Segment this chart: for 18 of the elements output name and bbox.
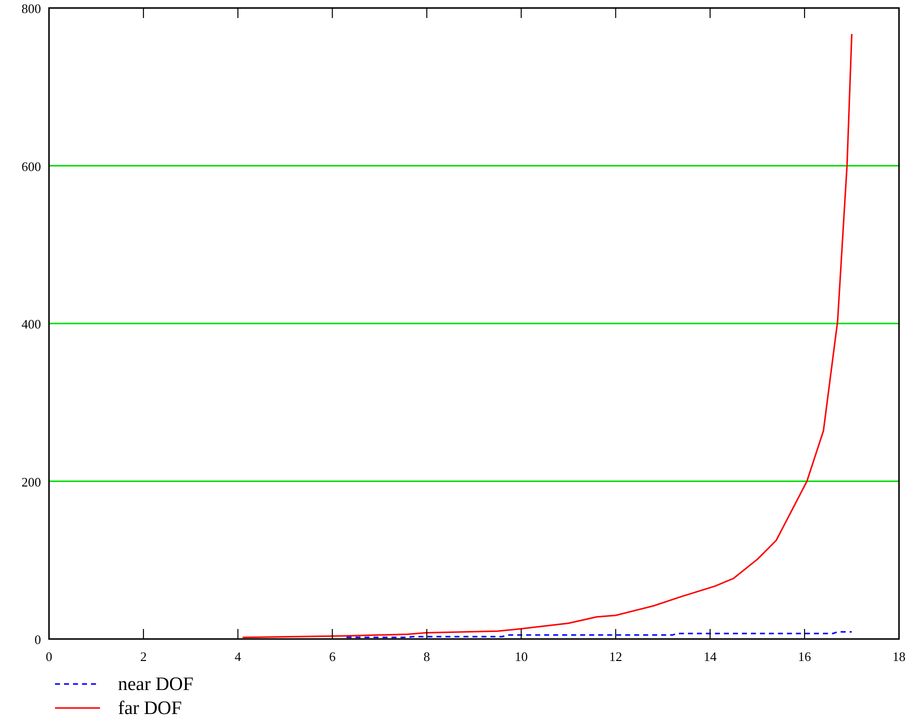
y-tick-label: 0 [34,632,41,647]
x-tick-label: 4 [234,649,242,664]
legend-label: near DOF [118,674,194,695]
x-tick-label: 10 [514,649,528,664]
x-tick-label: 6 [329,649,336,664]
x-tick-label: 14 [704,649,718,664]
y-tick-label: 400 [22,316,41,332]
x-tick-label: 18 [892,649,906,664]
y-tick-label: 200 [22,474,41,490]
x-tick-label: 16 [798,649,812,664]
y-tick-label: 600 [22,158,41,174]
x-tick-label: 2 [140,649,147,664]
x-tick-label: 8 [424,649,430,664]
x-tick-label: 12 [609,649,622,664]
legend-label: far DOF [118,698,182,719]
x-tick-label: 0 [46,649,52,664]
y-tick-label: 800 [22,1,41,16]
line-series [242,33,853,638]
